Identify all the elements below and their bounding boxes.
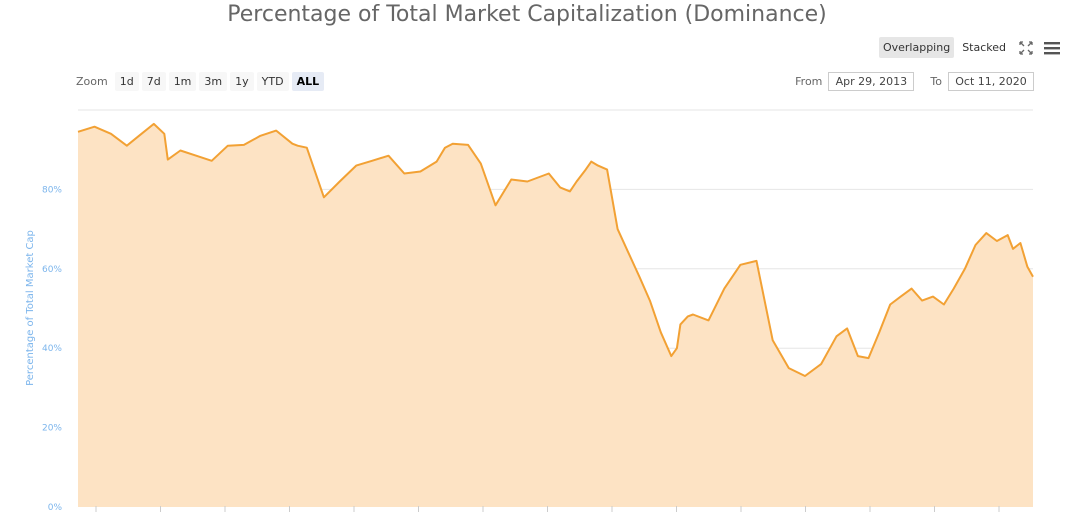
hamburger-menu-icon[interactable] (1042, 38, 1062, 58)
y-tick-label-60: 60% (42, 265, 62, 275)
to-label: To (930, 75, 942, 88)
zoom-button-1y[interactable]: 1y (230, 72, 254, 91)
chart-title: Percentage of Total Market Capitalizatio… (227, 2, 827, 27)
y-tick-label-20: 20% (42, 424, 62, 434)
y-tick-label-80: 80% (42, 185, 62, 195)
from-label: From (795, 75, 823, 88)
dominance-area-fill (78, 123, 1033, 508)
y-axis-title: Percentage of Total Market Cap (25, 230, 36, 386)
stacked-button[interactable]: Stacked (962, 41, 1006, 54)
zoom-button-1d[interactable]: 1d (114, 72, 139, 91)
zoom-button-all[interactable]: ALL (291, 72, 325, 91)
zoom-button-3m[interactable]: 3m (199, 72, 228, 91)
zoom-toolbar: Zoom 1d 7d 1m 3m 1y YTD ALL (76, 72, 325, 91)
dominance-series-line (77, 122, 1034, 377)
to-date-input[interactable]: Oct 11, 2020 (948, 72, 1034, 91)
chart-mode-toolbar: Overlapping Stacked (878, 37, 1062, 58)
zoom-button-7d[interactable]: 7d (141, 72, 166, 91)
y-tick-label-40: 40% (42, 344, 62, 354)
overlapping-button[interactable]: Overlapping (878, 37, 955, 58)
zoom-button-ytd[interactable]: YTD (256, 72, 289, 91)
zoom-button-1m[interactable]: 1m (168, 72, 197, 91)
zoom-label: Zoom (76, 75, 108, 88)
fullscreen-icon[interactable] (1016, 38, 1036, 58)
from-date-input[interactable]: Apr 29, 2013 (828, 72, 915, 91)
date-range-selector: From Apr 29, 2013 To Oct 11, 2020 (795, 72, 1034, 91)
y-tick-label-0: 0% (48, 503, 63, 512)
